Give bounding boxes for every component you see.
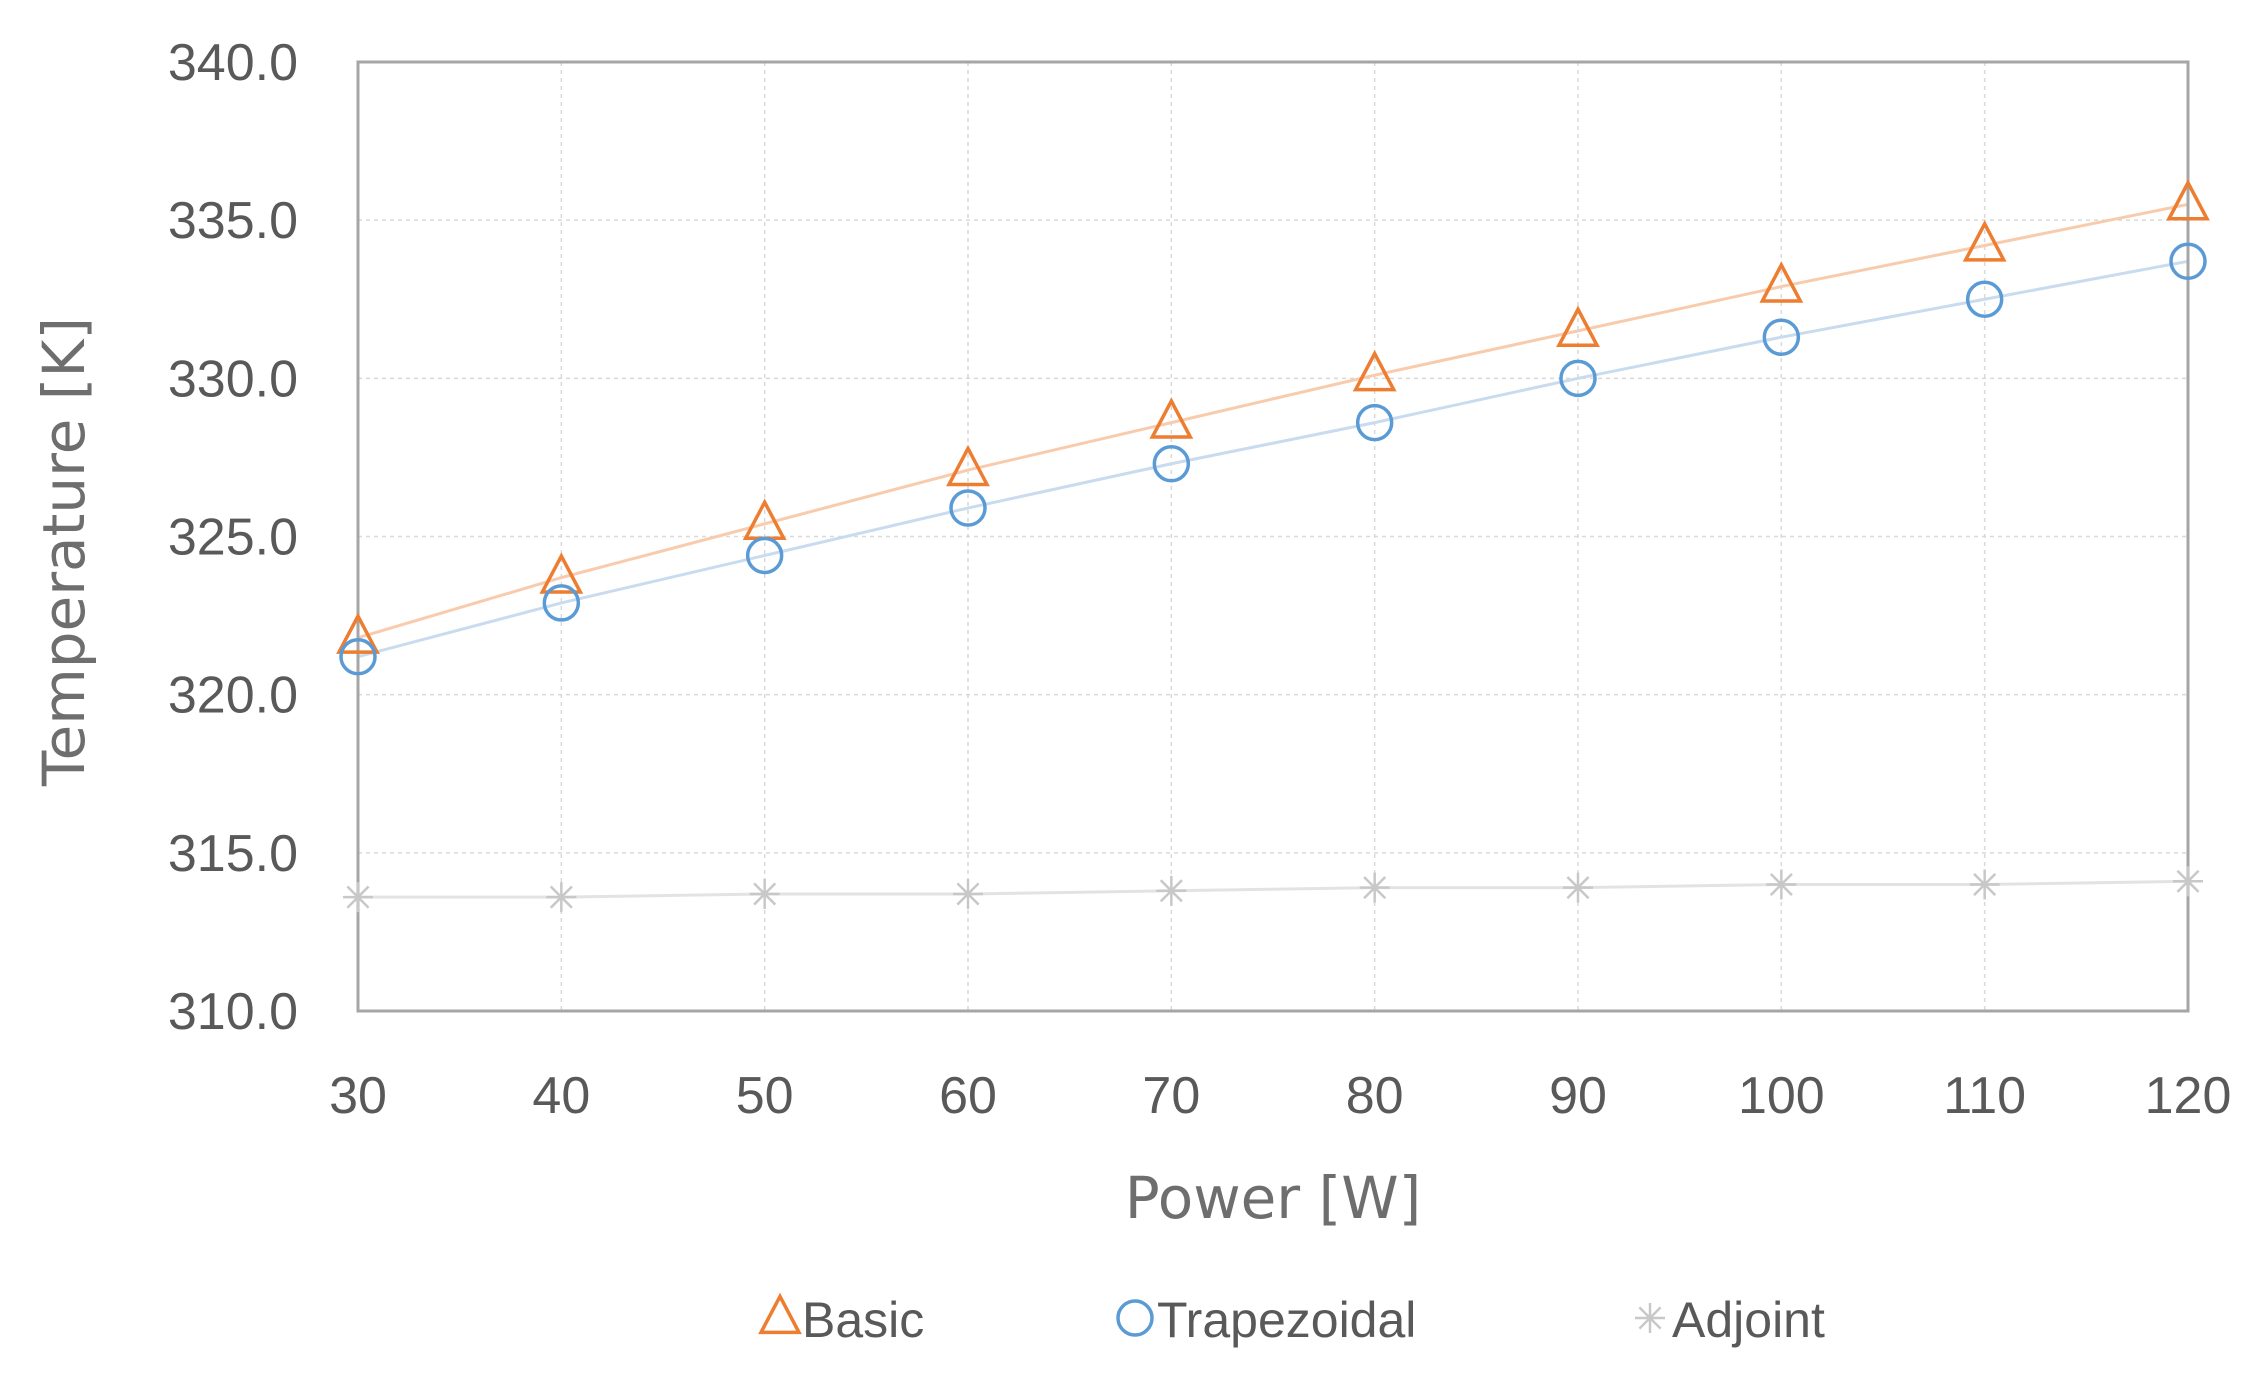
y-tick-label: 315.0: [168, 825, 298, 883]
x-tick-label: 80: [1346, 1067, 1404, 1125]
series-line-basic: [357, 202, 2189, 640]
y-tick-label: 310.0: [168, 983, 298, 1041]
data-point-adjoint: [1359, 872, 1390, 903]
x-tick-label: 30: [329, 1067, 387, 1125]
series-line-trapezoidal: [357, 259, 2189, 659]
y-tick-label: 330.0: [168, 350, 298, 408]
data-point-trapezoidal: [1152, 444, 1191, 483]
x-tick-label: 100: [1738, 1067, 1825, 1125]
x-tick-label: 120: [2145, 1067, 2232, 1125]
y-tick-label: 320.0: [168, 667, 298, 725]
x-tick-label: 90: [1549, 1067, 1607, 1125]
y-axis-tick-labels: 310.0 315.0 320.0 325.0 330.0 335.0 340.0: [168, 34, 298, 1041]
data-point-trapezoidal: [339, 637, 377, 676]
data-point-adjoint: [1766, 869, 1797, 900]
legend-marker-adjoint: [1635, 1303, 1665, 1333]
data-point-basic: [336, 612, 380, 654]
legend-label-adjoint: Adjoint: [1672, 1292, 1825, 1348]
x-axis-title: Power [W]: [1125, 1164, 1421, 1232]
data-point-basic: [2166, 179, 2210, 221]
y-tick-label: 335.0: [168, 192, 298, 250]
legend: Basic Trapezoidal Adjoint: [758, 1292, 1825, 1348]
data-point-basic: [946, 444, 990, 487]
legend-item-adjoint: Adjoint: [1635, 1292, 1825, 1348]
data-point-adjoint: [953, 878, 983, 909]
legend-marker-basic: [758, 1292, 802, 1335]
legend-label-trapezoidal: Trapezoidal: [1157, 1292, 1416, 1348]
data-point-basic: [1556, 305, 1600, 348]
series-lines: [357, 202, 2189, 899]
series-line-adjoint: [358, 879, 2189, 899]
data-point-adjoint: [1563, 872, 1593, 903]
data-point-trapezoidal: [1559, 359, 1597, 398]
x-tick-label: 70: [1142, 1067, 1200, 1125]
data-point-trapezoidal: [2169, 242, 2207, 281]
data-point-basic: [1962, 220, 2007, 262]
data-point-adjoint: [1156, 875, 1187, 906]
x-tick-label: 40: [532, 1067, 590, 1125]
legend-item-trapezoidal: Trapezoidal: [1116, 1292, 1416, 1348]
data-point-basic: [539, 552, 584, 594]
data-point-trapezoidal: [1762, 318, 1801, 356]
data-point-adjoint: [546, 882, 577, 913]
data-point-basic: [1149, 397, 1194, 439]
y-axis-title: Temperature [K]: [30, 317, 98, 787]
data-point-trapezoidal: [949, 489, 987, 527]
y-tick-label: 340.0: [168, 34, 298, 92]
data-point-trapezoidal: [542, 584, 581, 622]
x-tick-label: 50: [736, 1067, 794, 1125]
data-point-adjoint: [749, 878, 780, 909]
legend-label-basic: Basic: [802, 1292, 924, 1348]
x-axis-tick-labels: 30 40 50 60 70 80 90 100 110 120: [329, 1067, 2231, 1125]
x-tick-label: 60: [939, 1067, 997, 1125]
data-point-basic: [1759, 261, 1804, 303]
legend-marker-trapezoidal: [1116, 1299, 1154, 1337]
series-markers: [336, 179, 2210, 913]
plot-area-border: [356, 60, 2190, 1013]
data-point-adjoint: [1969, 869, 2000, 900]
data-point-trapezoidal: [1965, 280, 2004, 318]
legend-item-basic: Basic: [758, 1292, 924, 1348]
data-point-trapezoidal: [745, 536, 784, 575]
data-point-trapezoidal: [1355, 403, 1394, 442]
grid: [357, 61, 2189, 1012]
data-point-adjoint: [343, 882, 373, 913]
data-point-adjoint: [2173, 866, 2203, 897]
x-tick-label: 110: [1943, 1067, 2026, 1125]
data-point-basic: [1352, 349, 1397, 392]
y-tick-label: 325.0: [168, 509, 298, 567]
